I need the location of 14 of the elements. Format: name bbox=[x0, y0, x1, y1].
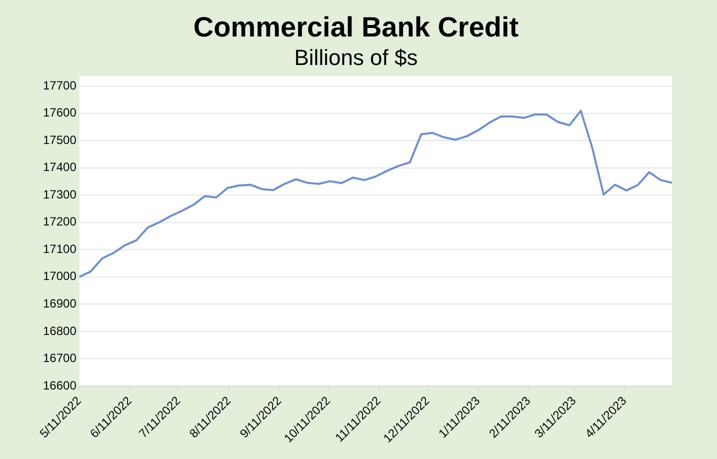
y-tick-label: 17300 bbox=[42, 187, 77, 202]
y-tick-label: 16600 bbox=[42, 378, 77, 392]
y-tick-label: 17600 bbox=[42, 106, 77, 120]
y-tick-label: 16800 bbox=[42, 324, 77, 338]
y-tick-label: 17700 bbox=[42, 78, 77, 92]
y-tick-label: 17000 bbox=[42, 269, 77, 284]
y-tick-label: 17400 bbox=[42, 160, 77, 174]
chart-title: Commercial Bank Credit bbox=[193, 12, 519, 43]
y-tick-label: 16700 bbox=[42, 351, 77, 366]
y-tick-label: 17200 bbox=[42, 214, 77, 229]
y-tick-label: 17100 bbox=[42, 242, 77, 256]
y-tick-label: 17500 bbox=[42, 132, 77, 147]
y-tick-label: 16900 bbox=[42, 296, 77, 310]
chart-subtitle: Billions of $s bbox=[294, 44, 418, 70]
